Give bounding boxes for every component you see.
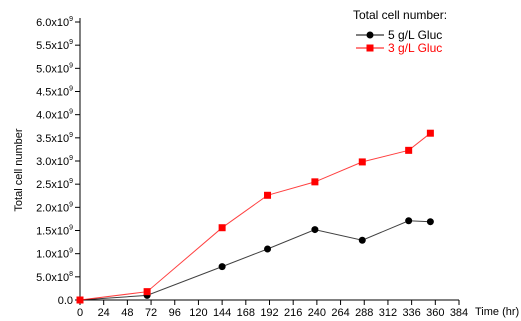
y-tick-label: 2.5x109 xyxy=(36,178,73,191)
y-tick-label: 0.0 xyxy=(58,295,73,307)
series-line xyxy=(79,132,431,301)
y-tick-label: 3.0x109 xyxy=(36,155,73,168)
data-point xyxy=(218,224,226,232)
legend-label: 3 g/L Gluc xyxy=(388,41,442,55)
x-tick-label: 384 xyxy=(450,307,468,319)
x-tick-label: 144 xyxy=(213,307,231,319)
data-point xyxy=(76,296,84,304)
y-tick-label: 4.5x109 xyxy=(36,86,73,99)
x-tick-label: 192 xyxy=(260,307,278,319)
legend-marker xyxy=(366,44,374,52)
legend-title: Total cell number: xyxy=(353,8,447,22)
series-line xyxy=(79,220,431,301)
x-tick-label: 48 xyxy=(121,307,133,319)
data-point xyxy=(405,146,413,154)
x-tick-label: 96 xyxy=(169,307,181,319)
y-tick-label: 5.0x108 xyxy=(36,271,73,284)
x-axis-title: Time (hr) xyxy=(475,306,519,318)
y-axis-title: Total cell number xyxy=(13,128,25,211)
series-layer xyxy=(76,129,434,304)
data-point xyxy=(264,191,272,199)
legend-label: 5 g/L Gluc xyxy=(388,28,442,42)
y-tick-label: 3.5x109 xyxy=(36,132,73,145)
data-point xyxy=(426,129,434,137)
series-1 xyxy=(76,129,434,304)
data-point xyxy=(311,178,319,186)
data-point xyxy=(358,158,366,166)
y-tick-label: 1.0x109 xyxy=(36,248,73,261)
x-tick-label: 264 xyxy=(331,307,349,319)
plot-area: 0.0 5.0x108 1.0x109 1.5x109 2.0x109 2.5x109 3.… xyxy=(36,16,468,319)
x-tick-label: 0 xyxy=(77,307,83,319)
x-tick-label: 336 xyxy=(402,307,420,319)
x-tick-label: 360 xyxy=(426,307,444,319)
x-tick-label: 312 xyxy=(379,307,397,319)
y-tick-label: 5.0x109 xyxy=(36,62,73,75)
data-point xyxy=(143,288,151,296)
legend-item: 5 g/L Gluc xyxy=(356,28,442,42)
y-tick-label: 6.0x109 xyxy=(36,16,73,29)
data-point xyxy=(358,236,366,244)
series-0 xyxy=(76,217,434,304)
data-point xyxy=(311,226,319,234)
y-axis-ticks: 0.0 5.0x108 1.0x109 1.5x109 2.0x109 2.5x109 3.… xyxy=(36,16,80,307)
x-tick-label: 288 xyxy=(355,307,373,319)
data-point xyxy=(426,218,434,226)
y-tick-label: 1.5x109 xyxy=(36,225,73,238)
x-tick-label: 24 xyxy=(98,307,110,319)
y-tick-label: 4.0x109 xyxy=(36,109,73,122)
y-tick-label: 5.5x109 xyxy=(36,39,73,52)
x-tick-label: 120 xyxy=(189,307,207,319)
x-tick-label: 72 xyxy=(145,307,157,319)
data-point xyxy=(405,217,413,225)
y-tick-label: 2.0x109 xyxy=(36,201,73,214)
legend-marker xyxy=(366,31,374,39)
data-point xyxy=(218,263,226,271)
x-axis-ticks: 0 24 48 72 96 120 144 168 192 216 240 264 288 312 336 3… xyxy=(77,300,468,319)
legend-item: 3 g/L Gluc xyxy=(356,41,442,55)
x-tick-label: 168 xyxy=(237,307,255,319)
x-tick-label: 240 xyxy=(308,307,326,319)
data-point xyxy=(264,245,272,253)
x-tick-label: 216 xyxy=(284,307,302,319)
